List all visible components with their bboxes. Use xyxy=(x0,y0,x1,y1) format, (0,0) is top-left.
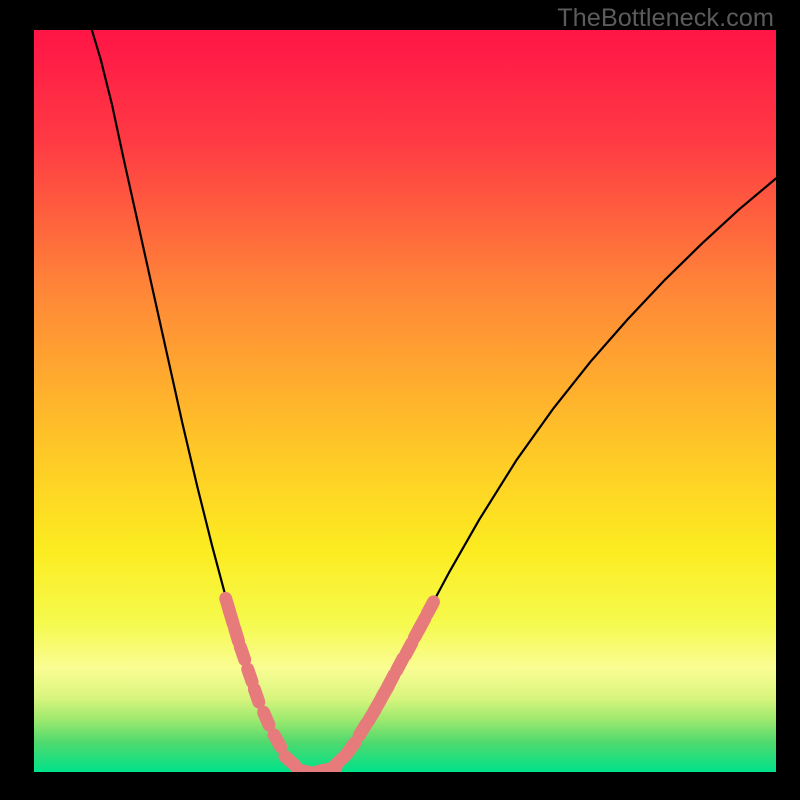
plot-area xyxy=(34,30,776,772)
watermark-text: TheBottleneck.com xyxy=(557,4,774,33)
chart-container: TheBottleneck.com xyxy=(0,0,800,800)
plot-svg xyxy=(34,30,776,772)
